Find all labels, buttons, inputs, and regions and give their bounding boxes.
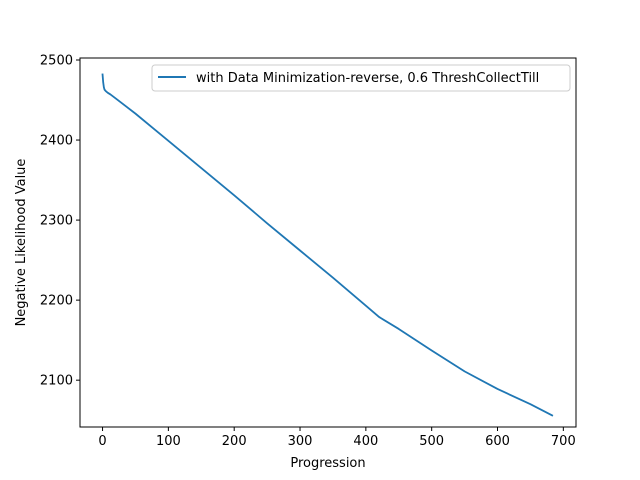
plot-frame (79, 57, 577, 428)
axis-ticks: 0 100 200 300 400 500 600 700 2100 2200 2300 2400 25… (40, 54, 576, 449)
x-tick-label: 100 (156, 434, 181, 449)
series-line (101, 73, 554, 417)
series-layer (101, 73, 554, 417)
legend: with Data Minimization-reverse, 0.6 Thre… (151, 64, 571, 92)
x-tick-label: 400 (353, 434, 378, 449)
legend-box (151, 64, 571, 92)
y-axis-label: Negative Likelihood Value (14, 159, 29, 327)
x-tick-label: 700 (551, 434, 576, 449)
y-tick-label: 2200 (40, 294, 73, 309)
x-tick-label: 0 (98, 434, 106, 449)
y-tick-label: 2500 (40, 54, 73, 69)
y-tick-label: 2400 (40, 134, 73, 149)
x-tick-label: 500 (419, 434, 444, 449)
y-tick-label: 2100 (40, 374, 73, 389)
legend-entry-label: with Data Minimization-reverse, 0.6 Thre… (196, 71, 539, 86)
x-tick-label: 300 (288, 434, 313, 449)
x-axis-label: Progression (290, 456, 365, 471)
y-tick-label: 2300 (40, 214, 73, 229)
x-tick-label: 200 (222, 434, 247, 449)
x-tick-label: 600 (485, 434, 510, 449)
